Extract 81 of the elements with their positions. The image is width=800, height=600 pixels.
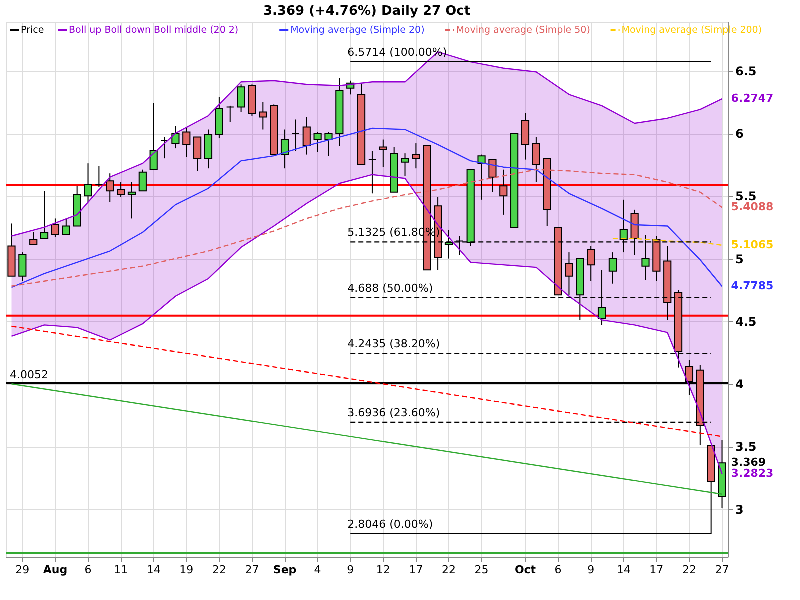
series-label: 2.8046 (0.00%): [348, 518, 434, 531]
data-label: 4.7785: [731, 280, 774, 293]
candlestick: [521, 112, 530, 160]
candlestick: [128, 182, 136, 220]
line-series: [612, 238, 723, 246]
candlestick: [194, 136, 202, 172]
chart-title: 3.369 (+4.76%) Daily 27 Oct: [263, 4, 471, 19]
ref-line-label: 4.0052: [10, 368, 48, 382]
x-tick-label: 9: [588, 564, 595, 576]
y-tick-label: 3: [736, 502, 744, 517]
data-label: 6.2747: [731, 92, 774, 106]
candlestick: [280, 129, 290, 170]
legend-label: Moving average (Simple 20): [290, 25, 425, 36]
y-tick-label: 3.5: [736, 440, 757, 454]
y-tick-label: 5: [736, 252, 744, 266]
y-tick-label: 6: [736, 127, 744, 142]
x-tick-label: 27: [715, 564, 730, 576]
series-label: 3.6936 (23.60%): [348, 406, 440, 420]
candlestick: [412, 143, 420, 170]
legend-label: Moving average (Simple 200): [622, 25, 762, 36]
data-label: 3.2823: [731, 467, 774, 480]
x-tick-label: 12: [376, 564, 390, 576]
candlestick: [116, 182, 126, 198]
candlestick: [40, 190, 49, 240]
x-tick-label: 14: [146, 564, 161, 576]
series-label: 4.2435 (38.20%): [348, 338, 440, 351]
candlestick: [368, 150, 377, 194]
y-tick-label: 4: [736, 378, 744, 392]
text: 3.369: [731, 456, 766, 470]
x-tick-label: 4: [314, 564, 322, 576]
candlestick: [565, 252, 574, 296]
candlestick: [226, 105, 234, 123]
x-tick-label: 6: [84, 564, 92, 576]
candlestick: [587, 246, 596, 282]
y-tick-label: 6.5: [736, 64, 757, 78]
series-label: 4.688 (50.00%): [348, 282, 434, 295]
x-tick-label: Sep: [273, 564, 297, 576]
candlestick: [478, 154, 486, 200]
candlestick: [172, 125, 180, 150]
candlestick: [62, 218, 70, 236]
y-tick-label: 4.5: [736, 314, 757, 329]
candlestick: [138, 169, 147, 192]
candlestick: [84, 163, 92, 203]
candlestick: [106, 173, 114, 203]
legend-label: Moving average (Simple 50): [456, 25, 590, 36]
candlestick: [324, 132, 333, 157]
candlestick: [150, 102, 158, 170]
x-tick-label: 6: [554, 564, 562, 576]
candlestick: [314, 132, 322, 153]
x-tick-label: 25: [474, 564, 489, 576]
candlestick: [259, 102, 268, 130]
x-tick-label: 9: [347, 564, 354, 576]
legend-label: Boll up Boll down Boll middle (20 2): [69, 25, 239, 36]
candlestick: [379, 139, 388, 168]
candlestick: [401, 153, 410, 177]
candlestick: [182, 128, 191, 158]
legend-label: Price: [21, 25, 44, 36]
candlestick: [95, 166, 104, 188]
candlestick: [51, 218, 60, 238]
candlestick: [30, 232, 38, 246]
candlestick: [302, 116, 311, 156]
x-tick-label: 11: [114, 564, 128, 576]
x-tick-label: 14: [616, 564, 631, 576]
candlestick: [18, 252, 27, 282]
candlestick: [292, 119, 300, 152]
series-label: 6.5714 (100.00%): [348, 46, 448, 59]
candlestick: [237, 84, 246, 113]
candlestick: [608, 252, 618, 284]
x-tick-label: 17: [409, 564, 424, 576]
candlestick: [204, 129, 213, 170]
x-tick-label: 19: [180, 564, 194, 576]
x-tick-label: 22: [212, 564, 226, 576]
x-tick-label: 17: [650, 564, 664, 576]
x-tick-label: Aug: [43, 564, 68, 576]
x-tick-label: 29: [16, 564, 30, 576]
x-tick-label: 22: [682, 564, 696, 576]
data-label: 5.1065: [731, 238, 774, 252]
x-tick-label: 22: [442, 564, 456, 576]
x-tick-label: Oct: [514, 564, 536, 576]
x-tick-label: 27: [245, 564, 260, 576]
candlestick: [160, 136, 169, 160]
